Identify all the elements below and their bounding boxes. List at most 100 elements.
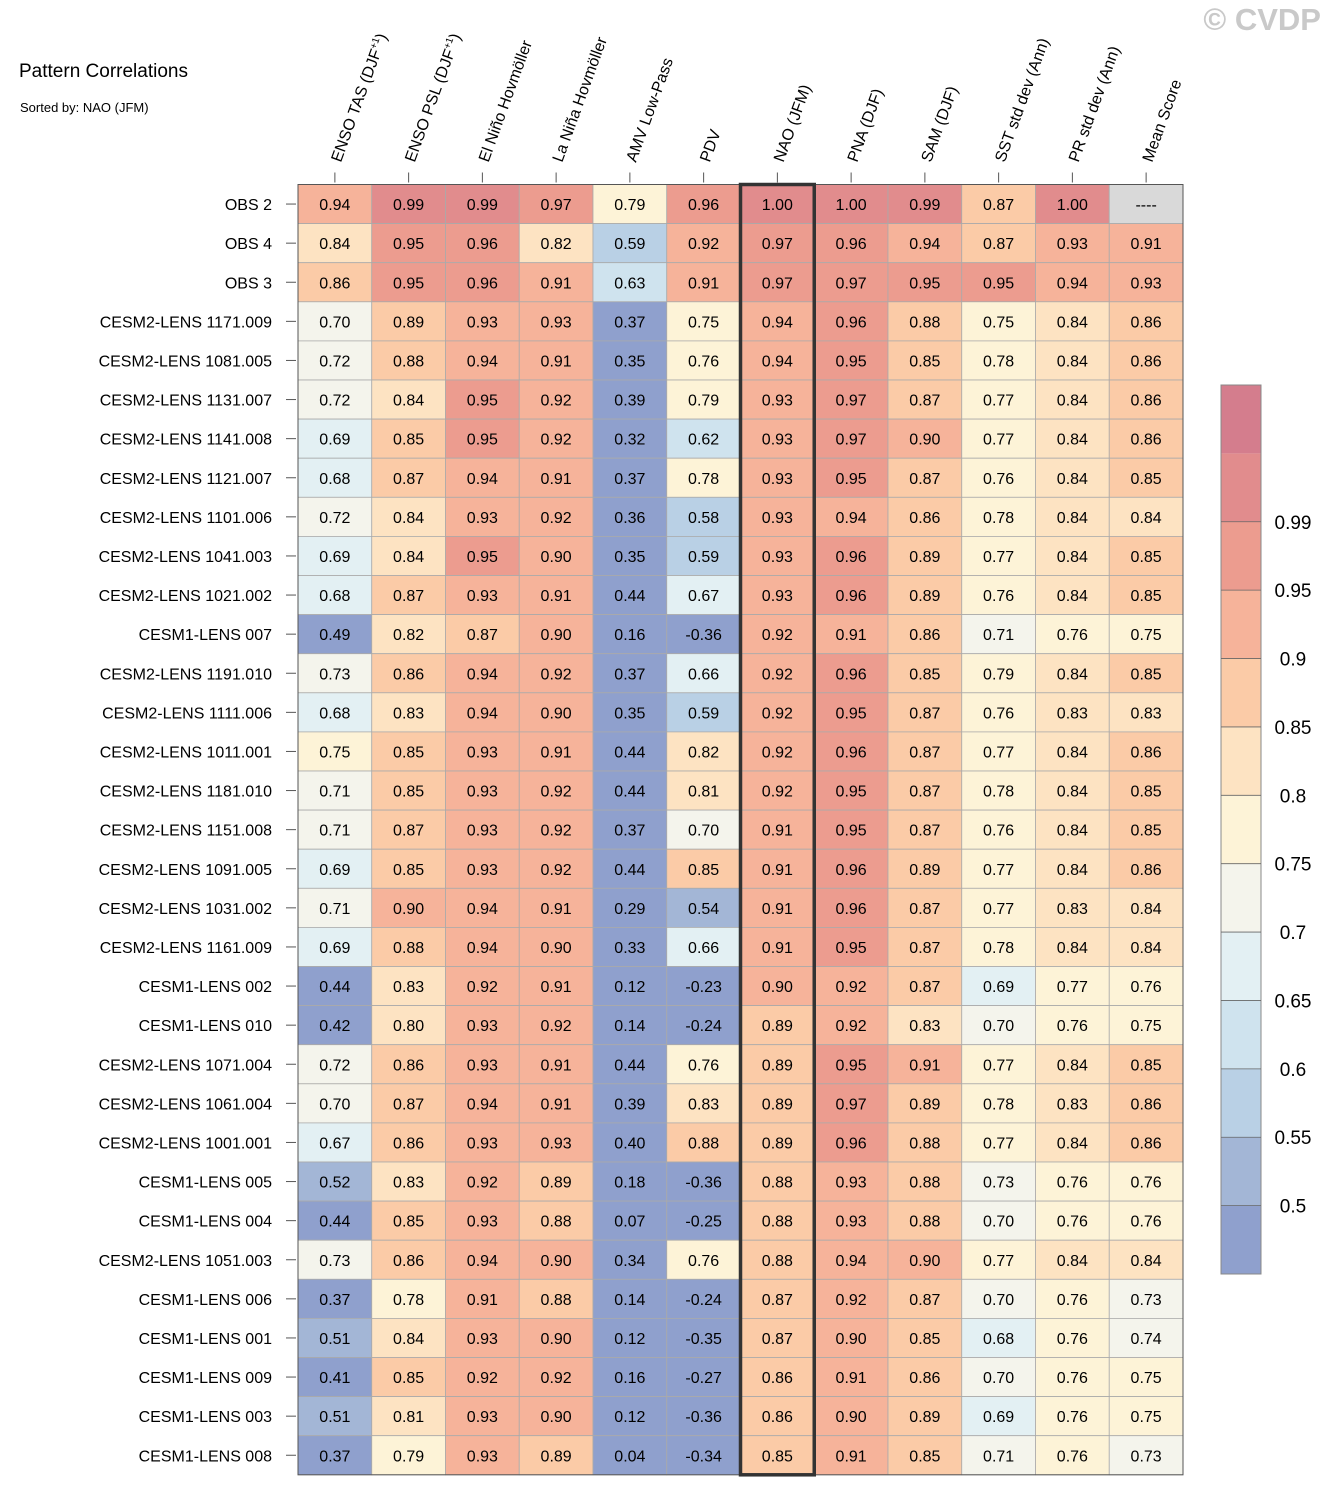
colorbar-segment [1221,385,1261,454]
cell-value: 1.00 [1057,197,1088,214]
cell-value: 0.71 [319,901,350,918]
heatmap-cell [666,418,741,459]
column-label: PDV [697,127,724,164]
cell-value: 0.97 [836,275,867,292]
cell-value: 0.87 [909,784,940,801]
heatmap-cell [813,223,889,264]
heatmap-cell [961,379,1036,420]
cell-value: 0.76 [983,705,1014,722]
cell-value: 0.71 [319,784,350,801]
cell-value: 0.93 [467,1448,498,1465]
heatmap-cell [371,966,446,1006]
heatmap-cell [445,1044,520,1085]
colorbar-segment [1221,1137,1261,1206]
heatmap-cell [297,223,373,264]
row-label: CESM1-LENS 002 [139,979,272,996]
cell-value: 0.40 [614,1135,645,1152]
cell-value: 0.93 [836,1214,867,1231]
heatmap-cell [592,927,668,967]
heatmap-cell [592,1044,668,1085]
cell-value: 0.94 [467,471,498,488]
cell-value: 0.87 [909,393,940,410]
heatmap-cell [1035,1122,1110,1163]
cell-value: 0.78 [983,1096,1014,1113]
cell-value: 0.90 [836,1409,867,1426]
cell-value: 0.77 [983,1253,1014,1270]
heatmap-cell [518,575,594,615]
cell-value: 0.75 [1131,1018,1162,1035]
heatmap-cell [740,1357,815,1397]
cell-value: 0.89 [541,1448,572,1465]
cell-value: 0.44 [614,862,645,879]
cell-value: 0.71 [983,1448,1014,1465]
cell-value: 0.87 [909,705,940,722]
cell-value: 0.96 [467,275,498,292]
cell-value: 0.84 [1057,588,1088,605]
cell-value: 0.90 [836,1331,867,1348]
cell-value: 0.73 [319,1253,350,1270]
heatmap-cell [1108,848,1184,889]
cell-value: 0.90 [541,1331,572,1348]
cell-value: 0.90 [393,901,424,918]
cell-value: 0.93 [467,510,498,527]
cell-value: 0.12 [614,979,645,996]
cell-value: 0.96 [836,588,867,605]
heatmap-cell [740,614,815,655]
row-label: CESM2-LENS 1091.005 [99,862,273,879]
heatmap-cell [1035,927,1110,967]
heatmap-cell [740,1200,815,1241]
heatmap-cell [518,1083,594,1124]
cell-value: 0.85 [909,1331,940,1348]
cell-value: 0.86 [762,1409,793,1426]
heatmap-cell [1035,1318,1110,1358]
heatmap-cell [666,1044,741,1085]
cell-value: 0.70 [688,823,719,840]
chart-title: Pattern Correlations [19,61,188,82]
heatmap-cell [518,1435,594,1476]
cell-value: 0.76 [1131,979,1162,996]
heatmap-cell [1035,536,1110,576]
heatmap-cell [445,887,520,928]
cell-value: 0.87 [762,1331,793,1348]
cell-value: 0.91 [1131,236,1162,253]
heatmap-cell [518,1161,594,1202]
heatmap-cell [813,653,889,694]
heatmap-cell [592,1435,668,1476]
cell-value: 0.96 [836,549,867,566]
cell-value: 0.84 [1131,901,1162,918]
cell-value: 0.87 [909,979,940,996]
row-label: CESM1-LENS 004 [139,1214,272,1231]
heatmap-cell [518,223,594,264]
cell-value: 0.96 [836,901,867,918]
heatmap-cell [961,1122,1036,1163]
cell-value: 0.93 [467,744,498,761]
cell-value: 0.86 [1131,1135,1162,1152]
heatmap-cell [813,1200,889,1241]
cell-value: 0.78 [393,1292,424,1309]
cell-value: 0.91 [541,979,572,996]
cell-value: 0.93 [762,471,793,488]
cell-value: 0.77 [983,1135,1014,1152]
cell-value: 0.94 [762,353,793,370]
colorbar-label: 0.8 [1280,786,1306,807]
row-label: CESM1-LENS 007 [139,627,272,644]
cell-value: 0.85 [393,432,424,449]
cell-value: 0.87 [393,1096,424,1113]
cell-value: 0.85 [1131,784,1162,801]
cell-value: 0.83 [1057,705,1088,722]
cell-value: 0.93 [467,823,498,840]
heatmap-cell [1035,340,1110,381]
cell-value: 0.83 [1131,705,1162,722]
heatmap-cell [666,1396,741,1437]
cell-value: 0.92 [762,666,793,683]
cell-value: 0.93 [467,1409,498,1426]
cell-value: 0.93 [467,1057,498,1074]
cell-value: 0.86 [1131,432,1162,449]
chart-subtitle: Sorted by: NAO (JFM) [20,100,149,115]
cell-value: 0.72 [319,353,350,370]
cell-value: 0.76 [688,353,719,370]
heatmap-cell [666,1005,741,1046]
cell-value: 0.87 [909,823,940,840]
column-label: El Niño Hovmöller [476,38,536,165]
